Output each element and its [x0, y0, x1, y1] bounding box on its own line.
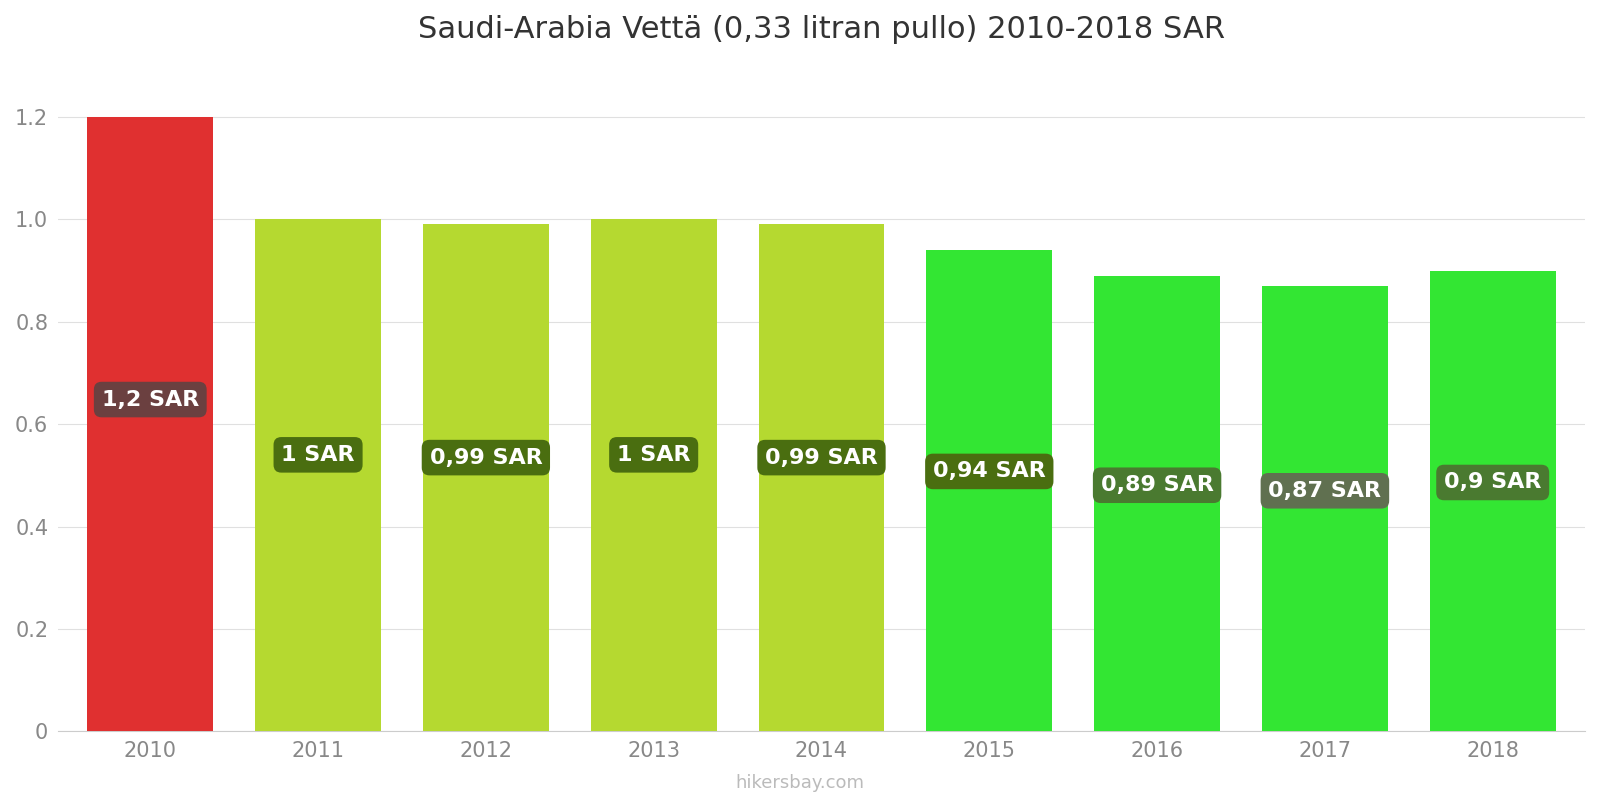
Text: 0,9 SAR: 0,9 SAR [1445, 473, 1541, 493]
Bar [590, 219, 717, 731]
Bar [422, 225, 549, 731]
Text: 0,99 SAR: 0,99 SAR [429, 448, 542, 468]
Text: 0,87 SAR: 0,87 SAR [1269, 481, 1381, 501]
Bar [88, 117, 213, 731]
Bar [1262, 286, 1387, 731]
Title: Saudi-Arabia Vettä (0,33 litran pullo) 2010-2018 SAR: Saudi-Arabia Vettä (0,33 litran pullo) 2… [418, 15, 1226, 44]
Text: 0,99 SAR: 0,99 SAR [765, 448, 878, 468]
Bar [758, 225, 885, 731]
Bar [1094, 276, 1221, 731]
Text: 0,94 SAR: 0,94 SAR [933, 462, 1046, 482]
Text: 0,89 SAR: 0,89 SAR [1101, 475, 1213, 495]
Bar [254, 219, 381, 731]
Text: 1 SAR: 1 SAR [618, 445, 691, 465]
Text: 1,2 SAR: 1,2 SAR [102, 390, 198, 410]
Text: 1 SAR: 1 SAR [282, 445, 355, 465]
Bar [926, 250, 1053, 731]
Bar [1430, 270, 1555, 731]
Text: hikersbay.com: hikersbay.com [736, 774, 864, 792]
